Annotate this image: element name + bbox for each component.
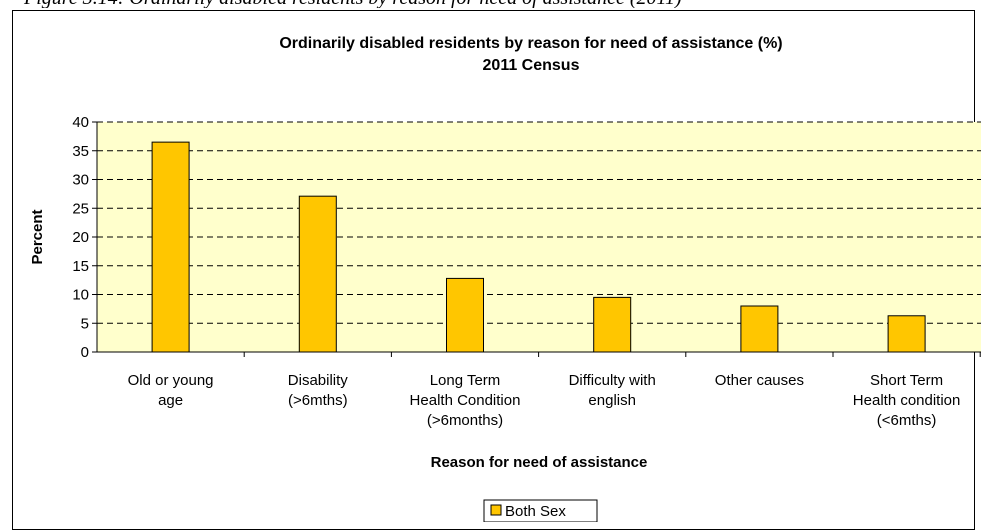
y-tick-label: 25 — [72, 200, 89, 217]
x-category-label-line: Difficulty with — [569, 372, 656, 389]
y-tick-label: 5 — [81, 315, 89, 332]
plot-area: 0 5 10 15 20 25 30 35 40 Old or young age Disabilit… — [72, 114, 981, 429]
bar-4 — [593, 296, 632, 353]
legend: Both Sex — [483, 499, 598, 522]
x-category-label-line: (>6months) — [427, 412, 503, 429]
x-category-label: Short Term Health condition (<6mths) — [853, 372, 961, 429]
y-tick-label: 20 — [72, 229, 89, 246]
y-tick-label: 35 — [72, 143, 89, 160]
bar-3 — [446, 277, 484, 353]
x-category-label: Long Term Health Condition (>6months) — [410, 372, 521, 429]
y-tick-label: 0 — [81, 344, 89, 361]
x-category-label-line: Disability — [288, 372, 349, 389]
x-category-label: Difficulty with english — [569, 372, 656, 409]
y-axis-title: Percent — [29, 209, 46, 264]
bar-1 — [151, 141, 190, 353]
x-category-label-line: (>6mths) — [288, 392, 348, 409]
x-axis-title: Reason for need of assistance — [431, 454, 648, 471]
chart-title: Ordinarily disabled residents by reason … — [279, 35, 782, 52]
x-category-label-line: Long Term — [430, 372, 501, 389]
legend-label: Both Sex — [505, 503, 566, 520]
x-category-label-line: Short Term — [870, 372, 943, 389]
y-tick-label: 10 — [72, 287, 89, 304]
x-category-label-line: age — [158, 392, 183, 409]
chart-subtitle: 2011 Census — [483, 57, 580, 74]
x-category-label-line: Old or young — [128, 372, 214, 389]
x-category-label-line: Other causes — [715, 372, 804, 389]
y-tick-label: 15 — [72, 258, 89, 275]
figure-caption: Figure 3.14: Ordinarily disabled residen… — [0, 0, 981, 8]
x-category-label-line: (<6mths) — [877, 412, 937, 429]
legend-swatch — [490, 504, 502, 516]
x-category-label: Other causes — [715, 372, 804, 389]
x-category-label: Old or young age — [128, 372, 214, 409]
x-category-label-line: Health condition — [853, 392, 961, 409]
x-category-label: Disability (>6mths) — [288, 372, 349, 409]
y-tick-label: 30 — [72, 172, 89, 189]
x-category-label-line: english — [588, 392, 636, 409]
bar-5 — [740, 305, 779, 353]
x-category-label-line: Health Condition — [410, 392, 521, 409]
legend-box — [483, 499, 598, 522]
bar-6 — [887, 315, 926, 353]
y-tick-label: 40 — [72, 114, 89, 131]
bar-2 — [298, 195, 337, 353]
